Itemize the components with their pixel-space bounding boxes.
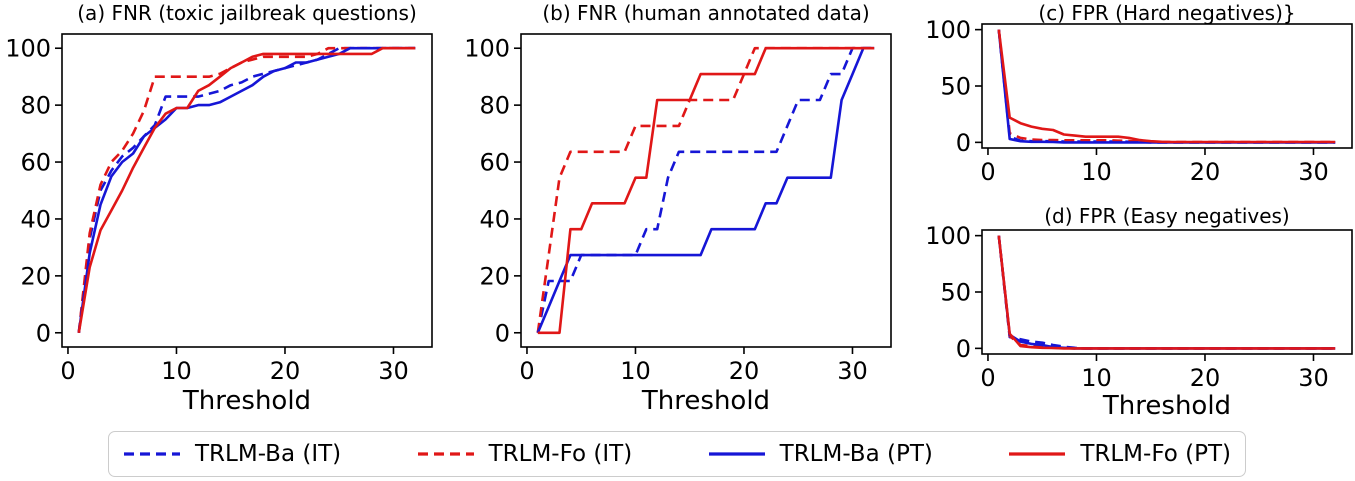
legend-item-trlm-fo-it: TRLM-Fo (IT) — [417, 441, 633, 467]
x-tick-label: 10 — [1081, 158, 1112, 186]
series-a-trlm-fo-pt- — [77, 46, 416, 334]
legend-line-sample-dashed-red — [417, 452, 474, 456]
y-tick-label: 60 — [20, 149, 51, 177]
y-tick-label: 50 — [940, 73, 971, 101]
subplot-d-frame — [981, 229, 1353, 355]
subplot-b-xlabel: Threshold — [641, 386, 771, 416]
series-d-trlm-ba-it- — [997, 235, 1336, 350]
legend-label: TRLM-Fo (PT) — [1080, 441, 1231, 467]
legend-line-sample-solid-red — [1009, 452, 1066, 456]
series-b-trlm-ba-pt- — [536, 46, 875, 334]
x-tick-label: 20 — [729, 357, 760, 385]
x-tick-label: 10 — [161, 357, 192, 385]
x-tick-label: 20 — [1190, 364, 1221, 392]
y-tick-label: 40 — [479, 205, 510, 233]
y-tick-label: 0 — [956, 335, 971, 363]
x-tick-label: 20 — [270, 357, 301, 385]
series-b-trlm-fo-pt- — [537, 46, 875, 335]
series-d-trlm-fo-it- — [997, 235, 1336, 350]
y-tick-label: 60 — [479, 149, 510, 177]
y-tick-label: 40 — [20, 205, 51, 233]
series-b-trlm-fo-it- — [536, 46, 875, 333]
series-a-trlm-ba-pt- — [77, 46, 416, 333]
series-c-trlm-ba-pt- — [997, 29, 1336, 144]
x-tick-label: 0 — [980, 158, 995, 186]
legend-label: TRLM-Ba (IT) — [195, 441, 342, 467]
subplot-d-xlabel: Threshold — [1102, 391, 1232, 421]
x-tick-label: 0 — [519, 357, 534, 385]
x-tick-label: 0 — [980, 364, 995, 392]
x-tick-label: 10 — [620, 357, 651, 385]
series-c-trlm-fo-pt- — [997, 29, 1336, 144]
series-c-trlm-ba-it- — [997, 29, 1336, 144]
y-tick-label: 100 — [5, 35, 51, 63]
subplot-a-frame — [61, 33, 433, 348]
x-tick-label: 30 — [1298, 158, 1329, 186]
legend-line-sample-solid-blue — [708, 452, 765, 456]
series-c-trlm-fo-it- — [997, 29, 1336, 144]
y-tick-label: 100 — [925, 16, 971, 44]
subplot-a-xlabel: Threshold — [182, 386, 312, 416]
y-tick-label: 20 — [20, 262, 51, 290]
subplot-a-title: (a) FNR (toxic jailbreak questions) — [77, 1, 417, 25]
subplot-b-frame — [520, 33, 892, 348]
y-tick-label: 100 — [464, 35, 510, 63]
series-a-trlm-ba-it- — [77, 46, 416, 333]
x-tick-label: 30 — [837, 357, 868, 385]
legend-item-trlm-ba-it: TRLM-Ba (IT) — [123, 441, 341, 467]
y-tick-label: 20 — [479, 262, 510, 290]
legend-line-sample-dashed-blue — [124, 452, 180, 456]
legend-label: TRLM-Ba (PT) — [779, 441, 933, 467]
x-tick-label: 20 — [1190, 158, 1221, 186]
subplot-d-title: (d) FPR (Easy negatives) — [1044, 204, 1290, 228]
subplot-b-title: (b) FNR (human annotated data) — [542, 1, 870, 25]
legend: TRLM-Ba (IT) TRLM-Fo (IT) TRLM-Ba (PT) T… — [108, 431, 1246, 477]
x-tick-label: 30 — [1298, 364, 1329, 392]
series-d-trlm-ba-pt- — [997, 235, 1336, 350]
legend-item-trlm-fo-pt: TRLM-Fo (PT) — [1008, 441, 1231, 467]
legend-item-trlm-ba-pt: TRLM-Ba (PT) — [708, 441, 933, 467]
series-b-trlm-ba-it- — [536, 46, 875, 334]
y-tick-label: 80 — [20, 92, 51, 120]
y-tick-label: 0 — [495, 319, 510, 347]
subplot-c-frame — [981, 23, 1353, 149]
x-tick-label: 30 — [378, 357, 409, 385]
y-tick-label: 80 — [479, 92, 510, 120]
y-tick-label: 0 — [956, 129, 971, 157]
x-tick-label: 10 — [1081, 364, 1112, 392]
x-tick-label: 0 — [60, 357, 75, 385]
y-tick-label: 100 — [925, 222, 971, 250]
y-tick-label: 0 — [36, 319, 51, 347]
subplot-c-title: (c) FPR (Hard negatives)} — [1038, 1, 1296, 25]
series-d-trlm-fo-pt- — [997, 235, 1336, 350]
legend-label: TRLM-Fo (IT) — [488, 441, 633, 467]
y-tick-label: 50 — [940, 279, 971, 307]
series-a-trlm-fo-it- — [77, 46, 416, 333]
